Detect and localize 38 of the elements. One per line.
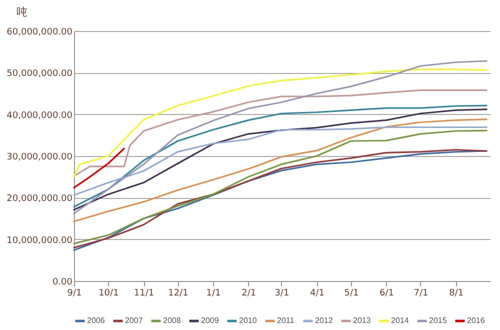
- legend-label: 2015: [429, 316, 448, 325]
- y-tick-label: 50,000,000.00: [6, 69, 73, 80]
- x-tick-label: 7/1: [414, 288, 428, 298]
- line-series: [73, 89, 488, 177]
- y-tick-label: 30,000,000.00: [6, 152, 73, 162]
- x-tick-label: 8/1: [449, 288, 464, 298]
- line-series: [73, 118, 488, 222]
- x-tick-label: 12/1: [168, 288, 188, 298]
- legend-label: 2012: [315, 316, 334, 325]
- line-series: [73, 126, 488, 196]
- legend-label: 2007: [125, 316, 144, 325]
- x-tick-label: 2/1: [242, 288, 256, 298]
- x-tick-label: 10/1: [98, 288, 119, 298]
- legend-label: 2008: [163, 316, 182, 325]
- legend-label: 2010: [239, 316, 258, 325]
- x-tick-label: 6/1: [380, 288, 394, 298]
- legend-label: 2006: [87, 316, 106, 325]
- x-tick-label: 4/1: [310, 288, 325, 298]
- y-axis-title: 吨: [16, 6, 28, 18]
- legend-label: 2013: [353, 316, 372, 325]
- legend-label: 2014: [391, 316, 410, 325]
- legend-label: 2009: [201, 316, 220, 325]
- line-series: [73, 148, 125, 188]
- legend-label: 2011: [277, 316, 295, 325]
- x-tick-label: 3/1: [274, 288, 290, 298]
- y-tick-label: 40,000,000.00: [6, 110, 73, 121]
- y-tick-label: 0.00: [52, 278, 73, 288]
- y-tick-label: 60,000,000.00: [6, 28, 73, 38]
- x-tick-label: 5/1: [344, 288, 359, 298]
- line-series: [73, 68, 488, 178]
- x-tick-label: 11/1: [134, 288, 154, 298]
- x-tick-label: 1/1: [206, 288, 221, 298]
- line-series: [73, 60, 488, 214]
- y-tick-label: 10,000,000.00: [6, 236, 73, 246]
- y-tick-label: 20,000,000.00: [6, 194, 73, 204]
- x-tick-label: 9/1: [67, 288, 82, 298]
- legend-label: 2016: [467, 316, 486, 325]
- line-series: [73, 130, 488, 244]
